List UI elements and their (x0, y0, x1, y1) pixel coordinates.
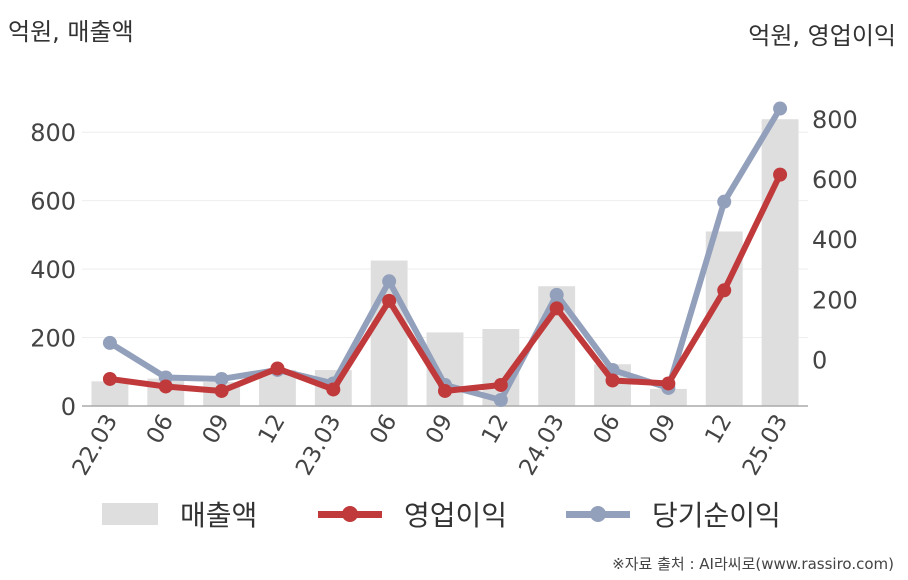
operating-profit-point (326, 382, 341, 397)
revenue-bar (649, 388, 687, 406)
operating-profit-point (382, 293, 397, 308)
left-tick-label: 400 (30, 256, 76, 284)
right-axis-unit: 억원, 영업이익 (748, 22, 896, 50)
legend-swatch-net-income (566, 505, 630, 522)
x-tick-label: 24.03 (514, 410, 569, 480)
net-income-point (717, 194, 732, 209)
legend-label-revenue: 매출액 (180, 499, 258, 532)
operating-profit-point (270, 361, 285, 376)
legend-label-operating-profit: 영업이익 (404, 499, 508, 532)
legend-swatch-operating-profit (318, 505, 382, 522)
right-tick-label: 0 (812, 346, 827, 374)
net-income-point (102, 335, 117, 350)
left-tick-label: 0 (61, 393, 76, 421)
revenue-bars (91, 119, 799, 407)
x-tick-label: 09 (644, 410, 681, 448)
x-tick-label: 12 (254, 410, 291, 448)
x-tick-label: 06 (589, 410, 626, 448)
net-income-point (382, 274, 397, 289)
operating-profit-point (214, 383, 229, 398)
legend-label-net-income: 당기순이익 (652, 499, 781, 532)
legend-item-operating-profit: 영업이익 (318, 492, 507, 536)
grid-lines (82, 131, 808, 339)
profit-lines (102, 101, 788, 407)
operating-profit-point (717, 283, 732, 298)
left-tick-label: 200 (30, 325, 76, 353)
x-tick-label: 12 (700, 410, 737, 448)
right-tick-label: 400 (812, 226, 858, 254)
net-income-point (549, 287, 564, 302)
net-income-point (493, 392, 508, 407)
operating-profit-point (158, 379, 173, 394)
left-tick-label: 600 (30, 188, 76, 216)
operating-profit-point (549, 301, 564, 316)
operating-profit-point (438, 383, 452, 398)
revenue-bar (761, 119, 799, 407)
left-tick-label: 800 (30, 119, 76, 147)
net-income-point (773, 101, 788, 116)
x-tick-label: 12 (477, 410, 514, 448)
net-income-point (214, 371, 229, 386)
operating-profit-point (493, 377, 508, 392)
x-tick-label: 06 (365, 410, 402, 448)
source-note: ※자료 출처 : AI라씨로(www.rassiro.com) (612, 555, 894, 573)
x-tick-label: 06 (142, 410, 179, 448)
x-tick-label: 23.03 (291, 410, 346, 480)
legend: 매출액 영업이익 당기순이익 (0, 492, 908, 536)
operating-profit-point (605, 373, 620, 388)
left-axis-unit: 억원, 매출액 (8, 18, 134, 46)
legend-swatch-revenue (102, 503, 158, 525)
operating-profit-point (102, 371, 117, 386)
legend-item-net-income: 당기순이익 (566, 492, 781, 536)
x-tick-label: 09 (198, 410, 235, 448)
x-tick-label: 25.03 (738, 410, 793, 480)
x-tick-label: 09 (421, 410, 458, 448)
legend-item-revenue: 매출액 (102, 492, 257, 536)
right-tick-label: 600 (812, 166, 858, 194)
operating-profit-point (661, 376, 676, 391)
operating-profit-point (773, 167, 788, 182)
right-tick-label: 200 (812, 286, 858, 314)
right-tick-label: 800 (812, 106, 858, 134)
